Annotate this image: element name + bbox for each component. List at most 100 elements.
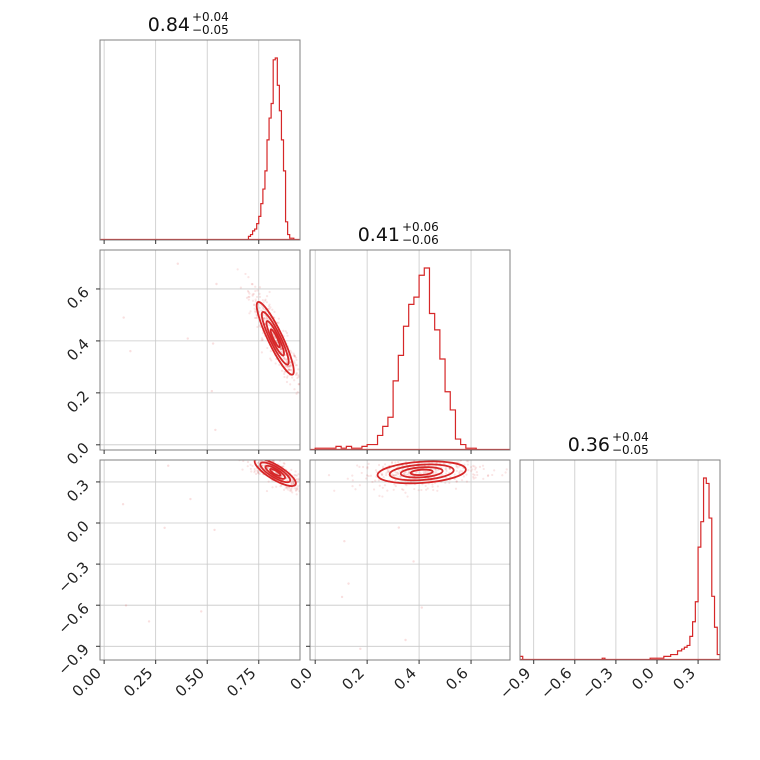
sample-point (257, 471, 260, 475)
sample-point (265, 295, 269, 298)
sample-point (474, 476, 477, 479)
contour-level-1 (260, 311, 290, 366)
sample-point (294, 470, 297, 473)
sample-point (296, 485, 300, 488)
sample-point (289, 487, 292, 490)
y-tick-label: 0.2 (63, 387, 93, 417)
sample-point (453, 473, 456, 476)
sample-point (282, 329, 285, 332)
sample-point (259, 460, 262, 463)
joint-panel-2-0: 0.00 0.25 0.50 0.75−0.9−0.6−0.30.00.3 (54, 445, 307, 700)
sample-point (257, 461, 260, 464)
sample-point (293, 388, 296, 391)
panel-content (122, 245, 305, 432)
sample-point (387, 470, 390, 474)
sample-point (279, 347, 282, 351)
sample-point (285, 331, 288, 335)
sample-point (290, 481, 293, 484)
sample-point (256, 316, 259, 319)
sample-point (254, 472, 258, 476)
sample-point (303, 393, 305, 395)
sample-point (434, 468, 437, 471)
sample-point (327, 474, 331, 477)
x-tick-label: 0.3 (669, 664, 699, 694)
sample-point (304, 477, 306, 479)
axis-frame (99, 39, 301, 241)
sample-point (297, 477, 300, 480)
sample-point (454, 487, 458, 490)
sample-point (407, 473, 410, 476)
x-tick-label: 0.6 (442, 664, 472, 694)
sample-point (286, 376, 289, 379)
sample-point (482, 467, 485, 471)
sample-point (286, 365, 289, 368)
sample-point (266, 346, 269, 350)
sample-point (277, 321, 280, 324)
sample-point (305, 491, 307, 493)
sample-point (285, 380, 289, 384)
sample-point (289, 368, 292, 371)
sample-point (444, 468, 448, 471)
joint-panel-1-0: 0.0 0.2 0.4 0.6 (63, 245, 305, 469)
sample-point (288, 364, 291, 368)
x-tick-label: 0.4 (390, 664, 420, 694)
sample-point (386, 489, 389, 492)
sample-point (293, 360, 296, 363)
sample-point (392, 488, 395, 491)
sample-point (275, 485, 278, 488)
sample-point (472, 477, 475, 480)
sample-point (268, 290, 271, 294)
sample-point (431, 485, 434, 488)
sample-point (374, 479, 377, 482)
sample-point (371, 458, 373, 460)
sample-point (292, 481, 295, 484)
sample-point (247, 291, 250, 294)
sample-point (269, 306, 272, 309)
sample-point (397, 460, 400, 464)
outlier-point (420, 606, 423, 609)
sample-point (295, 493, 298, 496)
sample-point (358, 465, 361, 468)
sample-point (473, 465, 476, 468)
sample-point (371, 480, 374, 484)
sample-point (455, 464, 458, 467)
sample-point (402, 473, 406, 476)
sample-point (254, 285, 257, 288)
x-tick-label: 0.2 (338, 664, 368, 694)
sample-point (399, 456, 401, 458)
sample-point (456, 457, 458, 459)
sample-point (251, 451, 253, 453)
y-tick-label: 0.0 (63, 439, 93, 469)
sample-point (244, 455, 246, 457)
x-tick-label: −0.3 (578, 664, 616, 702)
sample-point (281, 474, 284, 478)
sample-point (382, 475, 385, 479)
sample-point (270, 359, 273, 362)
sample-point (461, 470, 464, 473)
contour-level-0 (376, 460, 467, 485)
sample-point (404, 470, 407, 474)
sample-point (245, 296, 249, 299)
sample-point (283, 356, 286, 360)
sample-point (467, 460, 470, 463)
sample-point (250, 452, 252, 454)
sample-point (434, 468, 437, 471)
outlier-point (397, 526, 401, 529)
outlier-point (147, 620, 151, 623)
sample-point (287, 368, 290, 371)
sample-point (296, 488, 299, 491)
sample-point (293, 355, 296, 358)
sample-point (465, 460, 469, 463)
y-tick-label: −0.3 (54, 558, 92, 596)
sample-point (256, 325, 259, 329)
sample-point (256, 453, 258, 455)
sample-point (236, 445, 238, 447)
sample-point (229, 245, 231, 247)
sample-point (297, 473, 300, 476)
sample-point (436, 485, 439, 488)
sample-point (458, 472, 461, 475)
sample-point (436, 469, 439, 472)
sample-point (271, 308, 274, 311)
sample-point (290, 486, 294, 489)
sample-point (385, 456, 387, 458)
